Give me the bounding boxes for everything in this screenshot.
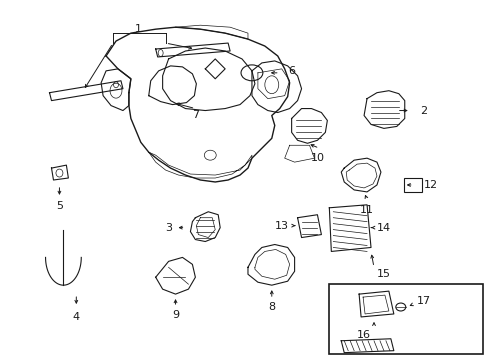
Text: 3: 3 — [165, 222, 172, 233]
Text: 1: 1 — [135, 24, 142, 34]
Text: 7: 7 — [191, 109, 199, 120]
Text: 13: 13 — [274, 221, 288, 231]
Bar — [328, 284, 482, 354]
Text: 11: 11 — [359, 205, 373, 215]
Text: 2: 2 — [419, 105, 427, 116]
Text: 9: 9 — [172, 310, 179, 320]
Text: 10: 10 — [310, 153, 324, 163]
Bar — [403, 178, 421, 192]
Text: 14: 14 — [376, 222, 390, 233]
Text: 6: 6 — [287, 66, 295, 76]
Text: 16: 16 — [356, 330, 370, 340]
Text: 8: 8 — [268, 302, 275, 312]
Text: 15: 15 — [376, 269, 390, 279]
Text: 17: 17 — [416, 296, 430, 306]
Text: 12: 12 — [423, 180, 437, 190]
Text: 5: 5 — [56, 201, 63, 211]
Text: 4: 4 — [73, 312, 80, 322]
